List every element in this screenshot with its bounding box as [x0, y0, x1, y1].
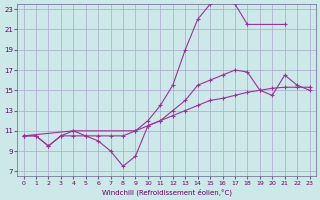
- X-axis label: Windchill (Refroidissement éolien,°C): Windchill (Refroidissement éolien,°C): [101, 188, 232, 196]
